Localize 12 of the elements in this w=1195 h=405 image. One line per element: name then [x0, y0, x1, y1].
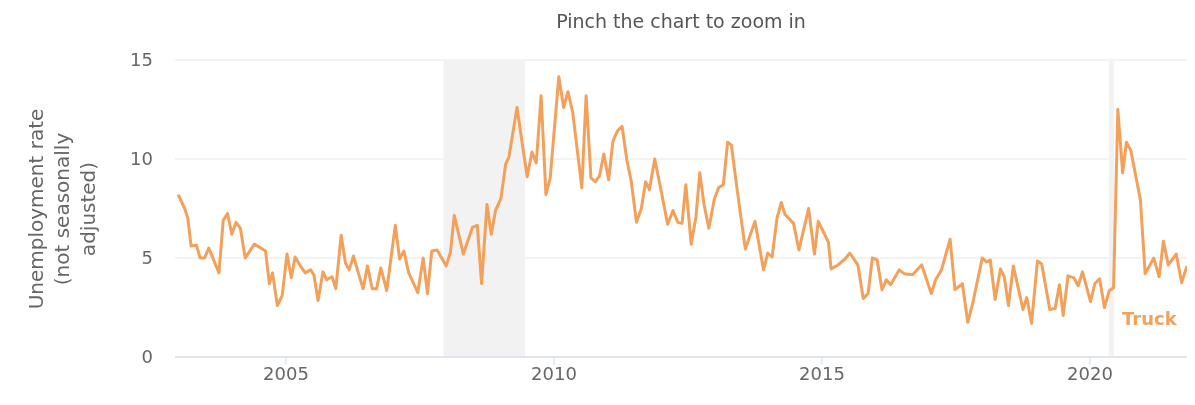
- x-tick-label: 2015: [799, 362, 845, 384]
- y-tick-label: 0: [141, 346, 153, 368]
- y-tick-label: 15: [130, 49, 153, 71]
- y-tick-label: 5: [141, 247, 153, 269]
- line-series: [176, 75, 1187, 325]
- series-label: Truck: [1122, 308, 1177, 329]
- y-tick-label: 10: [130, 148, 153, 170]
- y-axis-title: Unemployment rate (not seasonally adjusted): [23, 107, 101, 311]
- x-tick-label: 2020: [1067, 362, 1113, 384]
- x-tick-label: 2005: [263, 362, 309, 384]
- x-tick-label: 2010: [531, 362, 577, 384]
- chart-title: Pinch the chart to zoom in: [555, 10, 807, 32]
